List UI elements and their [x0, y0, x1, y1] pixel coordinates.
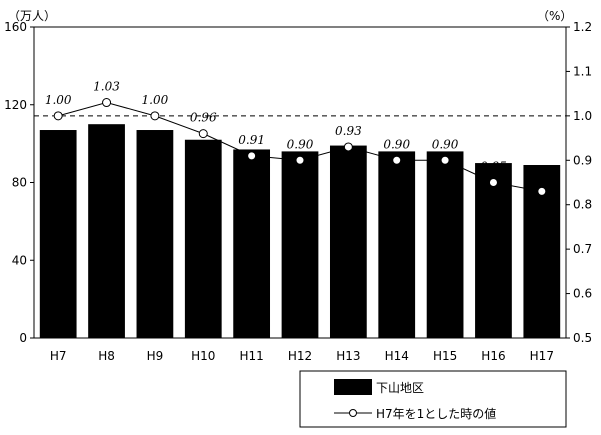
legend-line-marker [349, 409, 357, 417]
index-point [343, 142, 353, 152]
index-point [198, 129, 208, 139]
x-axis-tick-label: H14 [385, 349, 409, 363]
index-point [537, 186, 547, 196]
legend-bar-swatch [334, 379, 372, 395]
x-axis-tick-label: H10 [191, 349, 215, 363]
x-axis-tick-label: H13 [336, 349, 360, 363]
index-data-label: 0.90 [383, 137, 410, 151]
index-data-label: 0.83 [528, 168, 555, 182]
index-data-label: 1.00 [142, 93, 169, 107]
bar [184, 139, 222, 338]
bar [329, 145, 367, 338]
right-axis-tick-label: 0.7 [573, 242, 592, 256]
x-axis-tick-label: H11 [239, 349, 263, 363]
index-point [150, 111, 160, 121]
bar [39, 130, 77, 338]
index-data-label: 0.96 [190, 111, 217, 125]
right-axis-tick-label: 0.5 [573, 331, 592, 345]
x-axis-tick-label: H9 [147, 349, 164, 363]
x-axis-tick-label: H12 [288, 349, 312, 363]
legend-bar-label: 下山地区 [376, 381, 424, 395]
right-axis-tick-label: 0.6 [573, 287, 592, 301]
index-point [247, 151, 257, 161]
left-axis-tick-label: 40 [12, 253, 27, 267]
right-axis-tick-label: 1.2 [573, 20, 592, 34]
right-axis-tick-label: 0.9 [573, 153, 592, 167]
right-axis-unit: （%） [537, 9, 572, 23]
index-point [102, 98, 112, 108]
index-data-label: 0.90 [287, 137, 314, 151]
bar [378, 151, 416, 338]
index-data-label: 0.93 [335, 124, 362, 138]
x-axis-tick-label: H16 [481, 349, 505, 363]
x-axis-tick-label: H7 [50, 349, 67, 363]
bar [136, 130, 174, 338]
bar [281, 151, 319, 338]
left-axis-unit: （万人） [8, 9, 56, 23]
index-data-label: 0.85 [480, 160, 507, 174]
index-data-label: 0.90 [432, 137, 459, 151]
index-point [488, 178, 498, 187]
right-axis-tick-label: 1.1 [573, 64, 592, 78]
x-axis-tick-label: H17 [530, 349, 554, 363]
bar [88, 124, 125, 338]
left-axis-tick-label: 0 [19, 331, 27, 345]
x-axis-tick-label: H8 [98, 349, 115, 363]
left-axis-tick-label: 160 [4, 20, 27, 34]
index-point [53, 111, 63, 121]
index-point [392, 155, 402, 165]
right-axis-tick-label: 1.0 [573, 109, 592, 123]
left-axis-tick-label: 120 [4, 98, 27, 112]
index-data-label: 0.91 [238, 133, 265, 147]
index-data-label: 1.00 [45, 93, 72, 107]
index-point [295, 155, 305, 165]
left-axis-tick-label: 80 [12, 176, 27, 190]
right-axis-tick-label: 0.8 [573, 198, 592, 212]
bar [426, 151, 464, 338]
index-data-label: 1.03 [93, 80, 120, 94]
plot-area: 0 40 80 120 160 0.5 0.6 0.7 0.8 0.9 1.0 1.1 1.2 H7 H8 H… [4, 20, 592, 363]
legend-line-label: H7年を1とした時の値 [376, 406, 496, 421]
legend: 下山地区 H7年を1とした時の値 [299, 370, 567, 428]
bar [475, 163, 512, 338]
index-point [440, 155, 450, 165]
x-axis-tick-label: H15 [433, 349, 457, 363]
bar [233, 149, 271, 338]
